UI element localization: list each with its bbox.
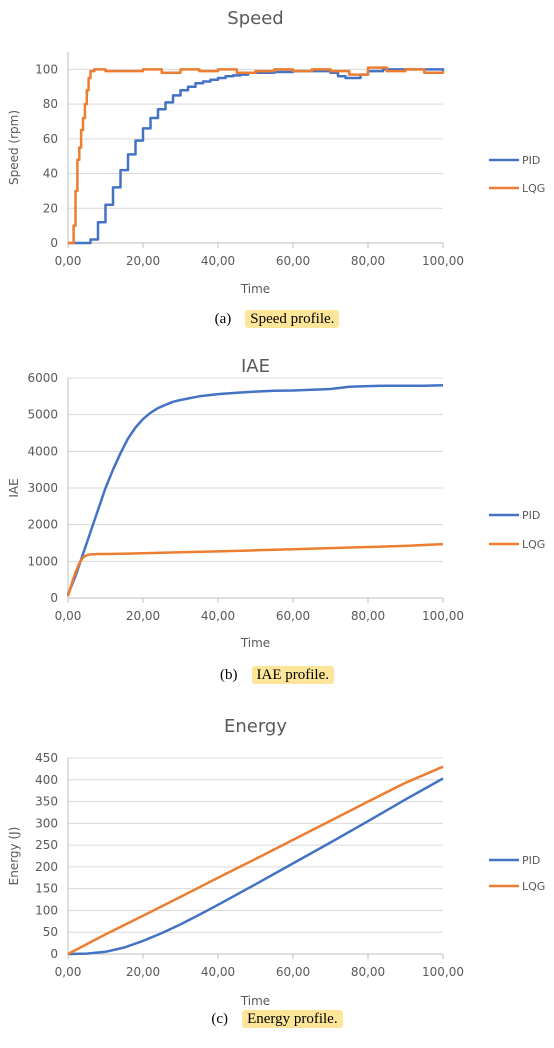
y-tick-label: 200 — [35, 860, 58, 874]
caption-tag: (a) — [214, 311, 232, 327]
x-tick-label: 20,00 — [126, 254, 160, 268]
y-tick-label: 80 — [43, 97, 58, 111]
x-tick-label: 0,00 — [55, 609, 82, 623]
legend-label-lqg: LQG — [522, 538, 545, 551]
series-line-lqg — [67, 765, 444, 956]
iae-caption: (b) IAE profile. — [0, 666, 554, 684]
y-tick-label: 20 — [43, 201, 58, 215]
x-tick-label: 0,00 — [55, 254, 82, 268]
x-tick-label: 60,00 — [276, 609, 310, 623]
x-axis-title: Time — [240, 994, 270, 1007]
series-line-lqg — [66, 542, 444, 597]
x-tick-label: 60,00 — [276, 965, 310, 979]
speed-chart-panel: Speed 0 20 40 60 80 100 0,00 20,00 40,00 60,00 80,0… — [0, 0, 554, 346]
legend-label-lqg: LQG — [522, 880, 545, 893]
x-tick-label: 100,00 — [422, 965, 464, 979]
y-tick-label: 1000 — [27, 554, 58, 568]
x-tick-label: 100,00 — [422, 609, 464, 623]
x-tick-label: 20,00 — [126, 965, 160, 979]
x-tick-label: 20,00 — [126, 609, 160, 623]
x-axis-title: Time — [240, 636, 270, 650]
y-tick-label: 100 — [35, 903, 58, 917]
y-tick-label: 6000 — [27, 371, 58, 385]
y-tick-label: 0 — [50, 947, 58, 961]
speed-caption: (a) Speed profile. — [0, 310, 554, 328]
iae-chart: IAE 0 1000 2000 3000 4000 5000 6000 0,00 20,00 40,… — [7, 356, 545, 650]
legend-label-lqg: LQG — [522, 182, 545, 195]
y-tick-label: 0 — [50, 591, 58, 605]
chart-title: IAE — [241, 356, 270, 377]
y-tick-label: 150 — [35, 882, 58, 896]
y-tick-label: 2000 — [27, 518, 58, 532]
y-tick-label: 350 — [35, 795, 58, 809]
y-tick-label: 0 — [50, 236, 58, 250]
y-tick-label: 4000 — [27, 444, 58, 458]
caption-text: Energy profile. — [242, 1010, 343, 1028]
x-tick-label: 0,00 — [55, 965, 82, 979]
legend-label-pid: PID — [522, 854, 540, 867]
series-line-lqg — [68, 66, 445, 245]
iae-chart-panel: IAE 0 1000 2000 3000 4000 5000 6000 0,00 20,00 40,… — [0, 346, 554, 692]
speed-chart: Speed 0 20 40 60 80 100 0,00 20,00 40,00 60,00 80,0… — [7, 8, 545, 296]
y-tick-label: 250 — [35, 838, 58, 852]
series-line-pid — [68, 68, 445, 245]
x-axis-title: Time — [240, 282, 270, 296]
y-tick-label: 450 — [35, 751, 58, 765]
series-line-pid — [66, 384, 444, 595]
y-tick-label: 50 — [43, 925, 58, 939]
x-tick-label: 80,00 — [351, 965, 385, 979]
y-tick-label: 60 — [43, 132, 58, 146]
y-axis-title: Speed (rpm) — [7, 110, 21, 185]
chart-title: Energy — [224, 716, 287, 737]
x-tick-label: 80,00 — [351, 609, 385, 623]
y-axis-title: Energy (J) — [7, 827, 21, 886]
legend-label-pid: PID — [522, 154, 540, 167]
x-tick-label: 60,00 — [276, 254, 310, 268]
caption-text: Speed profile. — [245, 310, 340, 328]
series-line-pid — [67, 777, 444, 956]
y-tick-label: 400 — [35, 773, 58, 787]
caption-tag: (b) — [220, 667, 238, 683]
y-axis-title: IAE — [7, 478, 21, 497]
x-tick-label: 40,00 — [201, 609, 235, 623]
energy-chart-panel: Energy 0 50 100 150 200 250 300 350 400 450 0,00 20,… — [0, 702, 554, 1048]
caption-text: IAE profile. — [251, 666, 334, 684]
x-tick-label: 40,00 — [201, 965, 235, 979]
energy-chart: Energy 0 50 100 150 200 250 300 350 400 450 0,00 20,… — [7, 716, 545, 1007]
x-tick-label: 100,00 — [422, 254, 464, 268]
chart-title: Speed — [227, 8, 283, 29]
x-tick-label: 80,00 — [351, 254, 385, 268]
energy-caption: (c) Energy profile. — [0, 1010, 554, 1028]
y-tick-label: 100 — [35, 62, 58, 76]
caption-tag: (c) — [211, 1011, 229, 1027]
x-tick-label: 40,00 — [201, 254, 235, 268]
y-tick-label: 3000 — [27, 481, 58, 495]
y-tick-label: 40 — [43, 167, 58, 181]
y-tick-label: 300 — [35, 816, 58, 830]
legend-label-pid: PID — [522, 509, 540, 522]
y-tick-label: 5000 — [27, 408, 58, 422]
